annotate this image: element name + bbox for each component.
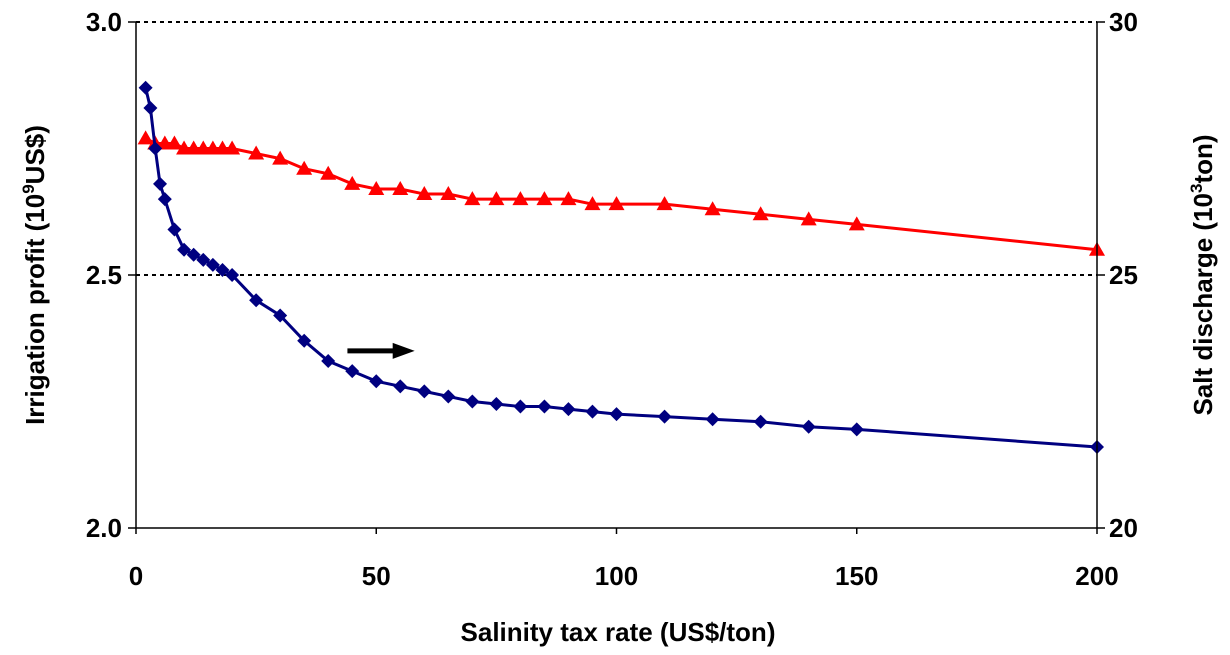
data-point-diamond bbox=[225, 268, 240, 282]
y-left-title-unit: US$) bbox=[20, 125, 50, 184]
data-point-diamond bbox=[849, 422, 864, 437]
data-point-diamond bbox=[153, 176, 168, 191]
data-point-diamond bbox=[585, 404, 600, 419]
data-point-triangle bbox=[166, 135, 183, 150]
data-point-triangle bbox=[464, 191, 481, 206]
data-point-diamond bbox=[138, 80, 153, 95]
series-salt bbox=[138, 80, 1104, 455]
data-point-triangle bbox=[800, 211, 817, 226]
data-point-triangle bbox=[608, 196, 625, 211]
data-point-diamond bbox=[369, 374, 384, 389]
data-point-triangle bbox=[656, 196, 673, 211]
data-point-triangle bbox=[344, 175, 361, 190]
data-point-diamond bbox=[393, 379, 408, 394]
x-tick-label: 50 bbox=[362, 561, 391, 591]
data-point-triangle bbox=[137, 130, 154, 145]
y-right-tick-label: 30 bbox=[1109, 7, 1138, 37]
y-left-tick-label: 2.5 bbox=[86, 260, 122, 290]
y-right-title-exp: 3 bbox=[1187, 184, 1206, 193]
data-point-diamond bbox=[801, 419, 816, 434]
data-point-triangle bbox=[248, 145, 265, 160]
data-point-triangle bbox=[296, 160, 313, 175]
data-point-diamond bbox=[186, 247, 201, 262]
data-point-diamond bbox=[657, 409, 672, 424]
data-point-triangle bbox=[848, 216, 865, 231]
data-point-diamond bbox=[513, 399, 528, 414]
data-point-diamond bbox=[167, 222, 182, 237]
data-point-diamond bbox=[537, 399, 552, 414]
data-point-diamond bbox=[441, 389, 456, 404]
data-point-triangle bbox=[368, 180, 385, 195]
data-point-triangle bbox=[512, 191, 529, 206]
axes bbox=[128, 21, 1105, 534]
data-point-diamond bbox=[143, 101, 158, 116]
data-point-triangle bbox=[536, 191, 553, 206]
data-point-diamond bbox=[297, 333, 312, 348]
data-point-diamond bbox=[321, 354, 336, 369]
x-tick-label: 200 bbox=[1075, 561, 1118, 591]
data-point-diamond bbox=[157, 192, 172, 207]
y-right-tick-label: 20 bbox=[1109, 513, 1138, 543]
data-point-diamond bbox=[561, 402, 576, 417]
data-point-diamond bbox=[205, 257, 220, 272]
data-point-triangle bbox=[392, 180, 409, 195]
data-point-triangle bbox=[560, 191, 577, 206]
data-point-triangle bbox=[320, 165, 337, 180]
data-point-diamond bbox=[345, 364, 360, 379]
data-point-diamond bbox=[215, 262, 230, 277]
y-left-tick-labels: 2.0 2.5 3.0 bbox=[86, 7, 122, 543]
data-point-diamond bbox=[196, 252, 211, 267]
data-point-diamond bbox=[148, 141, 163, 156]
grid bbox=[136, 21, 1097, 276]
y-right-title-main: Salt discharge (10 bbox=[1188, 193, 1218, 416]
data-point-diamond bbox=[249, 293, 264, 308]
series-line bbox=[144, 137, 1098, 252]
annotation-arrow bbox=[347, 342, 415, 359]
y-left-tick-label: 3.0 bbox=[86, 7, 122, 37]
data-point-diamond bbox=[417, 384, 432, 399]
data-point-diamond bbox=[465, 394, 480, 409]
series-profit bbox=[137, 130, 1105, 256]
arrow-head bbox=[392, 342, 415, 359]
data-point-triangle bbox=[416, 186, 433, 201]
data-point-triangle bbox=[488, 191, 505, 206]
x-axis-title: Salinity tax rate (US$/ton) bbox=[461, 617, 776, 647]
data-point-diamond bbox=[753, 414, 768, 429]
data-point-diamond bbox=[705, 412, 720, 427]
y-left-axis-title: Irrigation profit (109US$) bbox=[19, 125, 50, 425]
y-left-tick-label: 2.0 bbox=[86, 513, 122, 543]
data-point-diamond bbox=[273, 308, 288, 323]
x-tick-labels: 0 50 100 150 200 bbox=[129, 561, 1119, 591]
series-line bbox=[144, 87, 1098, 449]
data-point-diamond bbox=[177, 242, 192, 257]
x-tick-label: 0 bbox=[129, 561, 143, 591]
data-point-triangle bbox=[440, 186, 457, 201]
y-right-title-unit: ton) bbox=[1188, 134, 1218, 183]
data-point-triangle bbox=[584, 196, 601, 211]
y-left-title-exp: 9 bbox=[19, 184, 38, 193]
data-point-triangle bbox=[752, 206, 769, 221]
data-point-triangle bbox=[272, 150, 289, 165]
y-right-tick-label: 25 bbox=[1109, 260, 1138, 290]
data-point-diamond bbox=[609, 407, 624, 422]
y-right-tick-labels: 20 25 30 bbox=[1109, 7, 1138, 543]
y-left-title-main: Irrigation profit (10 bbox=[20, 194, 50, 425]
x-tick-label: 100 bbox=[595, 561, 638, 591]
data-point-triangle bbox=[704, 201, 721, 216]
data-point-triangle bbox=[224, 140, 241, 155]
data-point-diamond bbox=[489, 397, 504, 412]
y-right-axis-title: Salt discharge (103ton) bbox=[1187, 134, 1218, 415]
x-tick-label: 150 bbox=[835, 561, 878, 591]
